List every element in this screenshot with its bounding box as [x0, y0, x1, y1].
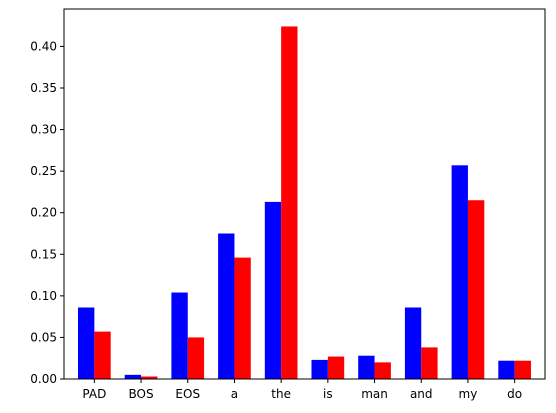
- bar-series2-BOS: [141, 376, 158, 379]
- x-tick-label: the: [271, 387, 291, 401]
- bar-series1-man: [358, 355, 375, 379]
- bar-series1-PAD: [78, 307, 95, 379]
- x-tick-label: PAD: [82, 387, 106, 401]
- bar-series1-BOS: [124, 374, 142, 379]
- x-axis: PAD BOS EOS a the is man and my do: [82, 379, 522, 401]
- bar-series2-do: [514, 360, 531, 379]
- y-tick-label: 0.40: [30, 39, 57, 53]
- y-tick-label: 0.30: [30, 123, 57, 137]
- y-tick-label: 0.20: [30, 206, 57, 220]
- bar-series2-PAD: [94, 331, 111, 379]
- bar-series1-EOS: [171, 292, 188, 379]
- x-tick-label: BOS: [129, 387, 154, 401]
- x-tick-label: EOS: [175, 387, 200, 401]
- bar-series2-and: [421, 347, 438, 379]
- bar-series2-the: [281, 26, 298, 380]
- bar-series2-my: [467, 200, 485, 379]
- bar-series2-man: [374, 362, 391, 379]
- y-tick-label: 0.25: [30, 164, 57, 178]
- bars-layer: [78, 26, 531, 380]
- bar-series1-and: [404, 307, 422, 379]
- y-tick-label: 0.35: [30, 81, 57, 95]
- x-tick-label: and: [410, 387, 433, 401]
- y-tick-label: 0.10: [30, 289, 57, 303]
- bar-series1-a: [218, 233, 235, 379]
- bar-series2-is: [327, 356, 345, 379]
- y-axis: 0.00 0.05 0.10 0.15 0.20 0.25 0.30 0.35 0.40: [30, 39, 64, 386]
- x-tick-label: do: [507, 387, 522, 401]
- x-tick-label: a: [231, 387, 238, 401]
- bar-series2-EOS: [187, 337, 205, 379]
- plot-frame: [63, 8, 546, 380]
- bar-series1-do: [498, 360, 515, 379]
- y-tick-label: 0.00: [30, 372, 57, 386]
- y-tick-label: 0.05: [30, 330, 57, 344]
- x-tick-label: is: [323, 387, 333, 401]
- x-tick-label: man: [361, 387, 388, 401]
- bar-series1-my: [451, 165, 468, 379]
- x-tick-label: my: [459, 387, 478, 401]
- bar-series1-is: [311, 359, 328, 379]
- bar-series1-the: [264, 201, 282, 379]
- y-tick-label: 0.15: [30, 247, 57, 261]
- bar-series2-a: [234, 257, 251, 379]
